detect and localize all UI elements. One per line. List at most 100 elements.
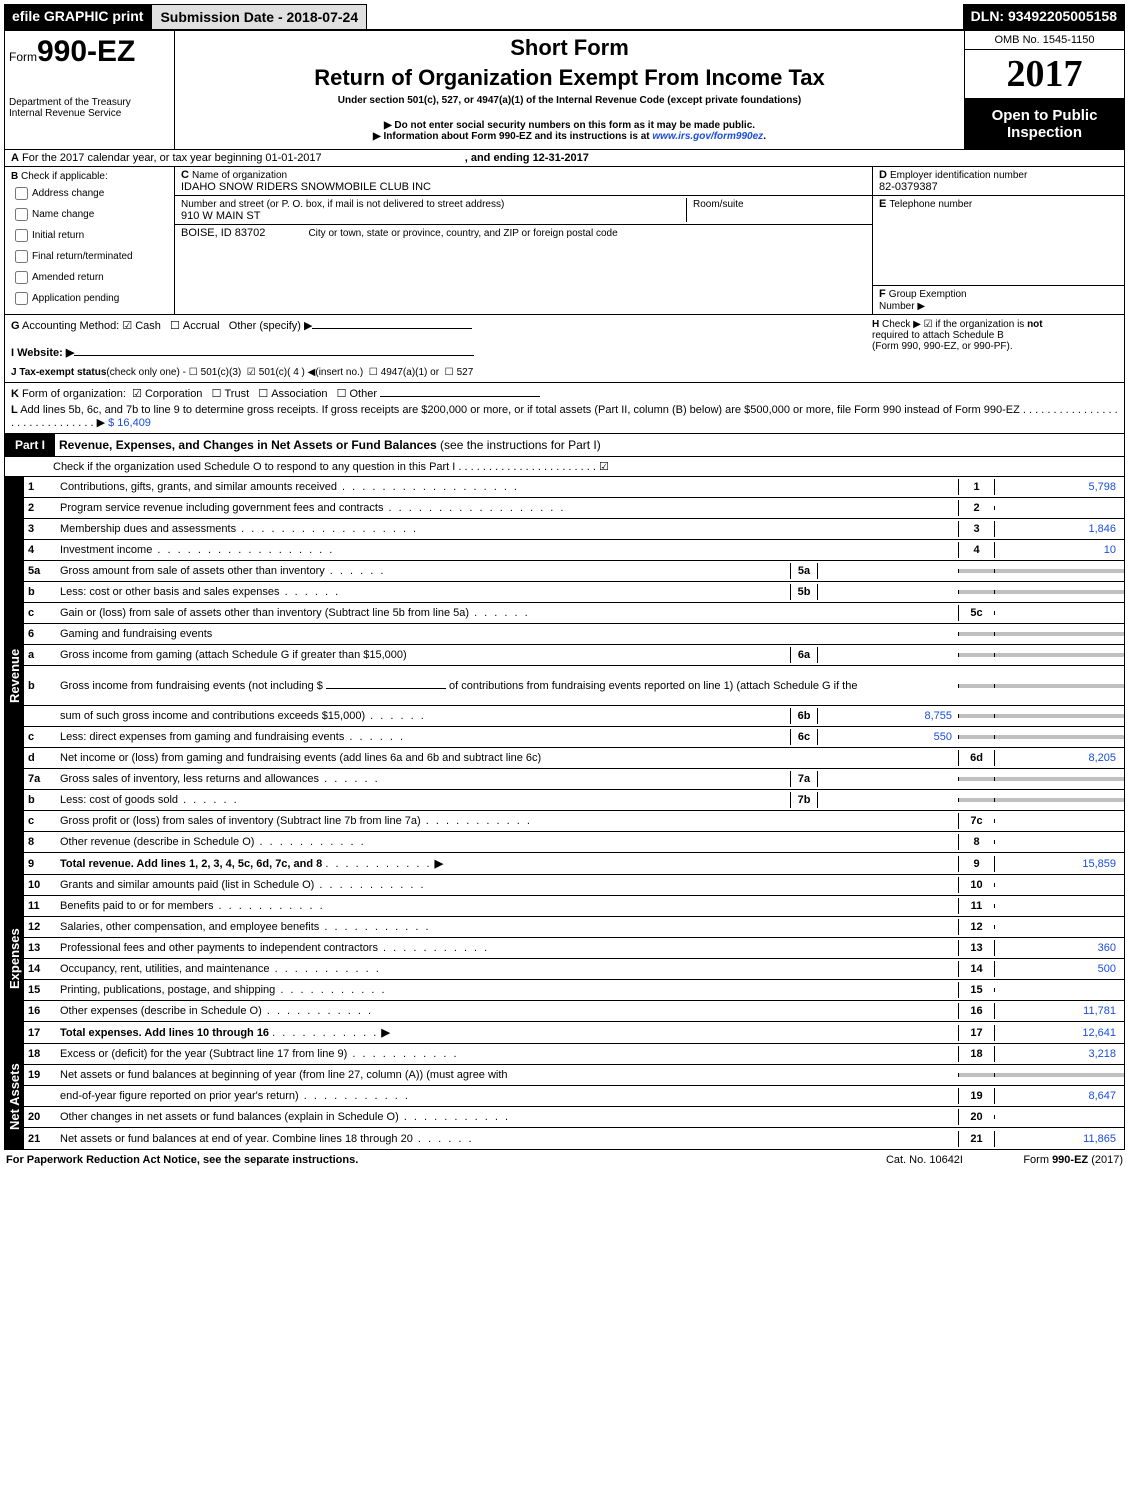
line-6a: a Gross income from gaming (attach Sched… [24,645,1124,666]
line-6-greyval [994,632,1124,636]
line-3: 3 Membership dues and assessments 3 1,84… [24,519,1124,540]
efile-badge: efile GRAPHIC print [4,4,151,30]
chk-corp[interactable] [132,388,145,400]
dln-badge: DLN: 93492205005158 [963,4,1125,30]
chk-assoc[interactable] [258,388,271,400]
other-org-field[interactable] [380,396,540,397]
revenue-lines: 1 Contributions, gifts, grants, and simi… [24,477,1124,874]
line-12-desc: Salaries, other compensation, and employ… [56,919,958,935]
group-exempt-label: Group Exemption [889,289,967,300]
cell-f: F Group Exemption Number ▶ [873,286,1124,314]
line-5a-subval [818,569,958,573]
line-19-part2: end-of-year figure reported on prior yea… [24,1086,1124,1107]
line-6b-blank[interactable] [326,688,446,689]
col-cde: C Name of organization IDAHO SNOW RIDERS… [175,167,872,314]
cell-d: D Employer identification number 82-0379… [873,167,1124,196]
line-17: 17 Total expenses. Add lines 10 through … [24,1022,1124,1043]
street-value: 910 W MAIN ST [181,210,260,222]
label-a: A [11,152,19,164]
line-7b-desc: Less: cost of goods sold [56,792,790,808]
line-4-desc: Investment income [56,542,958,558]
chk-amended-return[interactable]: Amended return [11,268,168,287]
chk-4947[interactable] [369,367,381,378]
info-about-post: . [763,131,766,142]
row-a: A For the 2017 calendar year, or tax yea… [4,150,1125,167]
chk-527[interactable] [445,367,457,378]
line-5b-num: b [24,584,56,600]
line-9-desc: Total revenue. Add lines 1, 2, 3, 4, 5c,… [56,855,958,872]
chk-address-change[interactable]: Address change [11,184,168,203]
chk-name-change[interactable]: Name change [11,205,168,224]
chk-final-return-text: Final return/terminated [32,251,133,262]
part-i-header: Part I Revenue, Expenses, and Changes in… [4,434,1125,457]
line-3-desc: Membership dues and assessments [56,521,958,537]
line-20-desc: Other changes in net assets or fund bala… [56,1109,958,1125]
street-label: Number and street (or P. O. box, if mail… [181,199,504,210]
cash-label: Cash [135,320,161,332]
chk-address-change-box[interactable] [15,187,28,200]
line-13-desc: Professional fees and other payments to … [56,940,958,956]
org-name: IDAHO SNOW RIDERS SNOWMOBILE CLUB INC [181,181,431,193]
line-8-val [994,840,1124,844]
line-16-box: 16 [958,1003,994,1019]
line-6d: d Net income or (loss) from gaming and f… [24,748,1124,769]
line-4-num: 4 [24,542,56,558]
line-11-box: 11 [958,898,994,914]
line-5c: c Gain or (loss) from sale of assets oth… [24,603,1124,624]
line-7c: c Gross profit or (loss) from sales of i… [24,811,1124,832]
line-12: 12 Salaries, other compensation, and emp… [24,917,1124,938]
form-number: 990-EZ [37,35,135,68]
chk-amended-return-box[interactable] [15,271,28,284]
short-form-title: Short Form [183,35,956,61]
block-bcdef: B Check if applicable: Address change Na… [4,167,1125,315]
line-5b: b Less: cost or other basis and sales ex… [24,582,1124,603]
chk-application-pending[interactable]: Application pending [11,289,168,308]
line-5b-greyval [994,590,1124,594]
line-17-desc: Total expenses. Add lines 10 through 16 … [56,1024,958,1041]
line-5c-desc: Gain or (loss) from sale of assets other… [56,605,958,621]
chk-address-change-text: Address change [32,188,104,199]
chk-501c[interactable] [247,367,259,378]
chk-other[interactable] [337,388,350,400]
other-specify-field[interactable] [312,328,472,329]
line-10-num: 10 [24,877,56,893]
l-text: Add lines 5b, 6c, and 7b to line 9 to de… [11,404,1118,429]
line-6a-subval [818,653,958,657]
chk-trust[interactable] [212,388,225,400]
chk-501c3[interactable] [189,367,201,378]
chk-name-change-box[interactable] [15,208,28,221]
line-7a-greyval [994,777,1124,781]
line-10-val [994,883,1124,887]
irs-link[interactable]: www.irs.gov/form990ez [652,131,763,142]
open-to-public: Open to Public Inspection [965,99,1124,149]
website-field[interactable] [74,355,474,356]
line-1: 1 Contributions, gifts, grants, and simi… [24,477,1124,498]
open-line2: Inspection [1007,124,1082,141]
line-6-num: 6 [24,626,56,642]
chk-initial-return[interactable]: Initial return [11,226,168,245]
chk-accrual[interactable] [170,320,183,332]
line-15-desc: Printing, publications, postage, and shi… [56,982,958,998]
footer-left: For Paperwork Reduction Act Notice, see … [6,1154,886,1166]
label-b: B [11,171,18,182]
line-18-num: 18 [24,1046,56,1062]
line-5c-val [994,611,1124,615]
block-ghij: G Accounting Method: Cash Accrual Other … [4,315,1125,383]
header-right: OMB No. 1545-1150 2017 Open to Public In… [964,31,1124,149]
line-19-box: 19 [958,1088,994,1104]
line-6b-subval: 8,755 [818,708,958,724]
chk-final-return-box[interactable] [15,250,28,263]
line-13-num: 13 [24,940,56,956]
ein-label: Employer identification number [890,170,1027,181]
line-5c-box: 5c [958,605,994,621]
chk-application-pending-box[interactable] [15,292,28,305]
chk-cash[interactable] [122,320,135,332]
line-17-desc-text: Total expenses. Add lines 10 through 16 [60,1027,269,1039]
chk-initial-return-box[interactable] [15,229,28,242]
line-8-desc: Other revenue (describe in Schedule O) [56,834,958,850]
line-14-val: 500 [994,961,1124,977]
assoc-label: Association [271,388,327,400]
chk-final-return[interactable]: Final return/terminated [11,247,168,266]
line-10-desc: Grants and similar amounts paid (list in… [56,877,958,893]
label-g: G [11,320,20,332]
